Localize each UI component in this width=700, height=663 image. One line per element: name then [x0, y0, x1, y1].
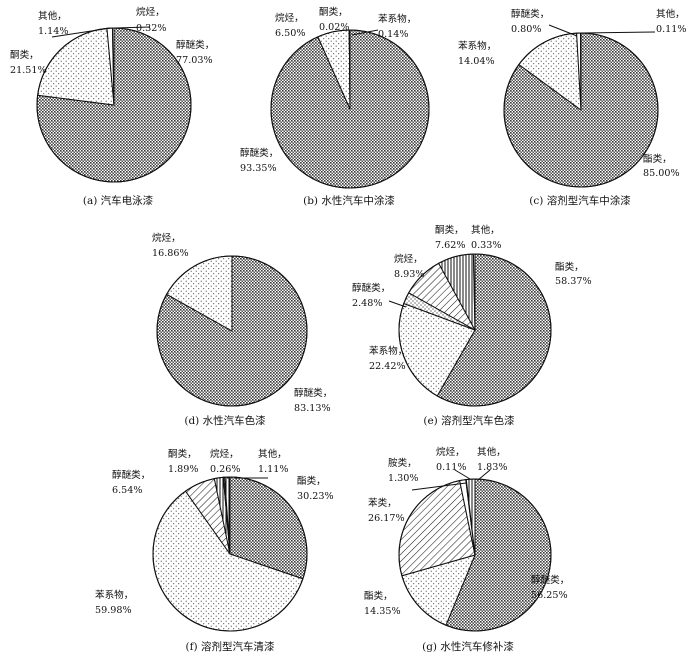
slice-label-b-3: 苯系物， [378, 13, 416, 25]
chart-caption-g: (g) 水性汽车修补漆 [422, 640, 514, 653]
slice-label-d-1: 烷烃， [152, 232, 181, 244]
leader-line-b-1 [351, 29, 379, 36]
slice-value-g-3: 1.30% [388, 473, 418, 484]
slice-value-c-0: 85.00% [643, 168, 680, 179]
slice-value-e-4: 7.62% [435, 240, 465, 251]
slice-value-c-3: 0.11% [656, 24, 686, 35]
slice-value-g-1: 14.35% [364, 606, 401, 617]
slice-label-e-5: 其他， [471, 224, 500, 236]
slice-value-a-1: 21.51% [10, 65, 47, 76]
slice-label-c-3: 其他， [656, 8, 685, 20]
leader-line-e-0 [388, 300, 407, 308]
slice-value-g-2: 26.17% [368, 513, 405, 524]
slice-label-g-3: 胺类， [388, 457, 417, 469]
pie-slice-c-3 [579, 32, 582, 111]
slice-label-f-1: 苯系物， [95, 589, 133, 601]
slice-label-c-0: 酯类， [643, 153, 672, 165]
chart-caption-a: (a) 汽车电泳漆 [83, 194, 154, 207]
slice-value-f-5: 1.11% [258, 464, 288, 475]
slice-value-d-1: 16.86% [152, 248, 189, 259]
leader-line-a-0 [51, 27, 112, 38]
chart-caption-e: (e) 溶剂型汽车色漆 [423, 414, 515, 427]
slice-label-f-0: 酯类， [297, 475, 326, 487]
pie-outline-a [36, 27, 192, 183]
pie-chart-e: 酯类， 58.37% 苯系物， 22.42% 醇醚类， 2.48% 烷烃， 8.93% 酮类， 7… [352, 224, 592, 427]
slice-value-c-2: 0.80% [511, 24, 541, 35]
slice-label-f-2: 醇醚类， [112, 469, 150, 481]
slice-value-g-5: 1.83% [477, 462, 507, 473]
pie-slice-a-1 [37, 27, 115, 106]
slice-label-f-3: 酮类， [168, 448, 197, 460]
leader-line-c-1 [581, 31, 656, 34]
chart-caption-f: (f) 溶剂型汽车清漆 [186, 640, 275, 653]
slice-label-g-2: 苯类， [368, 497, 397, 509]
leader-line-a-1 [114, 26, 151, 29]
slice-value-b-1: 6.50% [275, 28, 305, 39]
slice-value-e-0: 58.37% [555, 276, 592, 287]
pie-outline-g [398, 478, 552, 632]
pie-chart-g: 醇醚类， 56.25% 酯类， 14.35% 苯类， 26.17% 胺类， 1.30% 烷烃， 0… [364, 446, 569, 653]
leader-line-g-2 [477, 469, 491, 481]
slice-value-e-5: 0.33% [471, 240, 501, 251]
chart-caption-b: (b) 水性汽车中涂漆 [303, 194, 395, 207]
slice-label-a-1: 酮类， [10, 49, 39, 61]
slice-label-e-2: 醇醚类， [352, 282, 390, 294]
leader-line-g-1 [454, 469, 471, 480]
slice-label-f-4: 烷烃， [210, 448, 239, 460]
slice-value-b-3: 0.14% [378, 29, 408, 40]
slice-value-c-1: 14.04% [458, 56, 495, 67]
slice-value-g-0: 56.25% [531, 590, 568, 601]
pie-chart-d: 醇醚类， 83.13% 烷烃， 16.86% (d) 水性汽车色漆 [152, 232, 332, 427]
slice-value-d-0: 83.13% [294, 403, 331, 414]
chart-caption-c: (c) 溶剂型汽车中涂漆 [529, 194, 631, 207]
slice-label-g-1: 酯类， [364, 590, 393, 602]
slice-label-e-0: 酯类， [555, 261, 584, 273]
slice-value-e-2: 2.48% [352, 298, 382, 309]
slice-value-f-4: 0.26% [210, 464, 240, 475]
slice-value-a-3: 0.32% [136, 23, 166, 34]
slice-value-f-0: 30.23% [297, 491, 334, 502]
slice-label-f-5: 其他， [258, 448, 287, 460]
slice-label-a-2: 其他， [38, 10, 67, 22]
slice-label-a-3: 烷烃， [136, 6, 165, 18]
slice-value-f-1: 59.98% [95, 605, 132, 616]
slice-value-f-2: 6.54% [112, 485, 142, 496]
pie-chart-a: 醇醚类， 77.03% 酮类， 21.51% 其他， 1.14% 烷烃， 0.32% (a) 汽… [10, 6, 214, 207]
pie-outline-f [152, 476, 308, 632]
slice-value-b-2: 0.02% [319, 22, 349, 33]
slice-label-c-1: 苯系物， [458, 40, 496, 52]
pie-outline-d [156, 255, 308, 407]
slice-label-e-4: 酮类， [435, 224, 464, 236]
pie-chart-b: 醇醚类， 93.35% 烷烃， 6.50% 酮类， 0.02% 苯系物， 0.14% (b) 水… [240, 6, 430, 207]
slice-label-b-0: 醇醚类， [240, 147, 278, 159]
slice-value-e-1: 22.42% [369, 361, 406, 372]
leader-line-g-0 [411, 482, 467, 491]
slice-label-d-0: 醇醚类， [294, 387, 332, 399]
slice-value-g-4: 0.11% [436, 462, 466, 473]
slice-label-e-3: 烷烃， [394, 253, 423, 265]
slice-value-a-2: 1.14% [38, 26, 68, 37]
slice-value-e-3: 8.93% [394, 269, 424, 280]
pie-outline-c [503, 32, 659, 188]
slice-value-f-3: 1.89% [168, 464, 198, 475]
slice-label-a-0: 醇醚类， [176, 39, 214, 51]
slice-label-c-2: 醇醚类， [511, 8, 549, 20]
slice-value-a-0: 77.03% [176, 55, 213, 66]
leader-line-c-0 [548, 24, 578, 37]
slice-label-b-2: 酮类， [319, 6, 348, 18]
pie-chart-c: 酯类， 85.00% 苯系物， 14.04% 醇醚类， 0.80% 其他， 0.11% (c) … [458, 8, 686, 207]
slice-value-b-0: 93.35% [240, 163, 277, 174]
slice-label-e-1: 苯系物， [369, 345, 407, 357]
pie-chart-f: 酯类， 30.23% 苯系物， 59.98% 醇醚类， 6.54% 酮类， 1.89% 烷烃， 0… [95, 448, 334, 653]
slice-label-g-5: 其他， [477, 446, 506, 458]
slice-label-g-4: 烷烃， [436, 446, 465, 458]
slice-label-g-0: 醇醚类， [531, 574, 569, 586]
pie-slice-b-3 [348, 29, 351, 110]
slice-label-b-1: 烷烃， [275, 12, 304, 24]
chart-caption-d: (d) 水性汽车色漆 [184, 414, 266, 427]
